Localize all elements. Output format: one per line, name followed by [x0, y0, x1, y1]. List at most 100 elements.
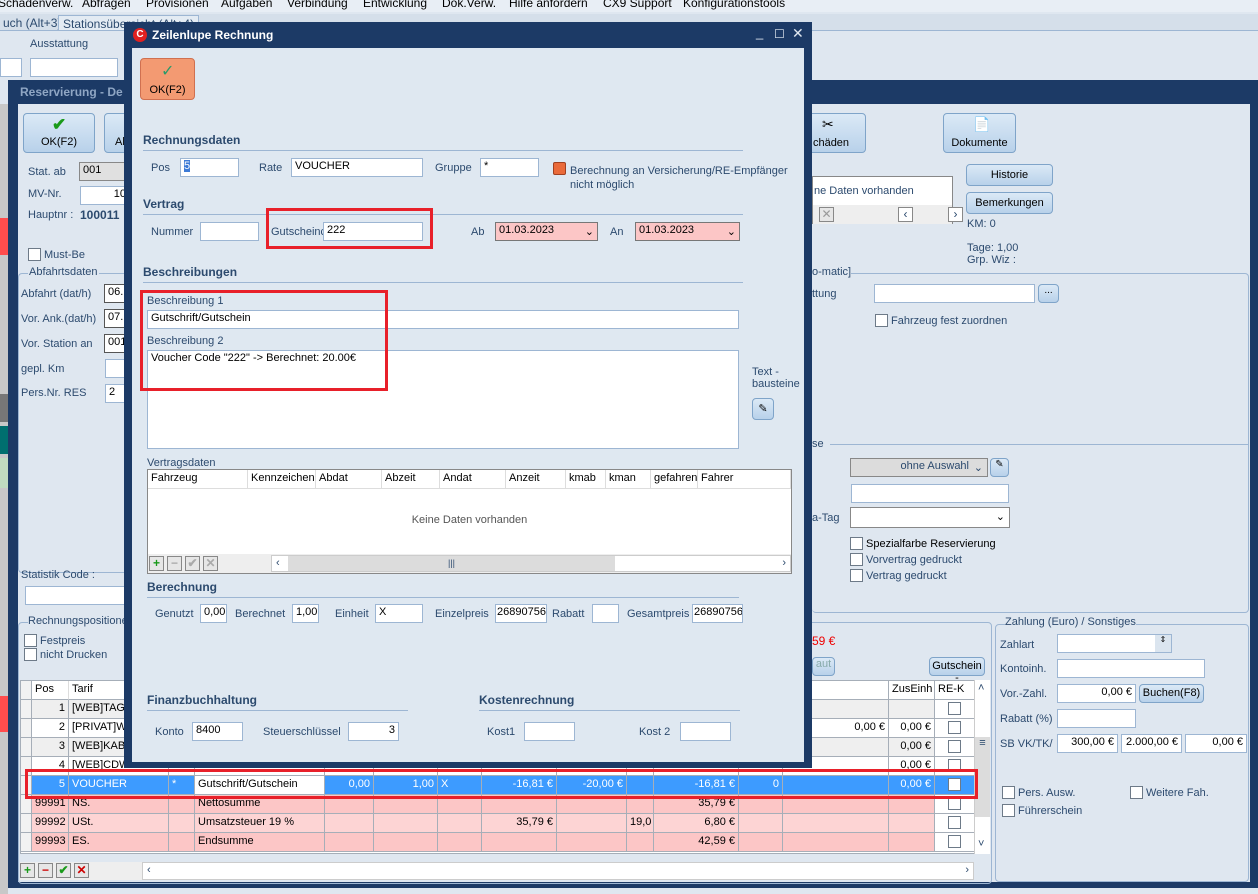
menu-item[interactable]: Konfigurationstools [683, 0, 786, 10]
gruppe-input[interactable]: * [480, 158, 539, 177]
einzelpreis-input[interactable]: 26890756 [495, 604, 547, 623]
nicht-drucken-checkbox[interactable] [24, 648, 37, 661]
rabatt-input[interactable] [1057, 709, 1136, 728]
berechnet-input[interactable]: 1,00 [292, 604, 319, 623]
historie-button[interactable]: Historie [966, 164, 1053, 186]
re-k-checkbox[interactable] [935, 814, 975, 833]
sb-tk-input[interactable]: 2.000,00 € [1121, 734, 1182, 753]
remove-icon[interactable]: − [38, 863, 53, 878]
re-k-checkbox[interactable] [935, 833, 975, 852]
grid-vertical-scrollbar[interactable]: ˄ ≡ ˅ [974, 680, 990, 854]
beschreibung2-textarea[interactable]: Voucher Code "222" -> Berechnet: 20.00€ [147, 350, 739, 449]
column-header[interactable]: kman [606, 470, 651, 489]
browse-button[interactable]: ... [1038, 284, 1059, 303]
close-icon[interactable]: ✕ [792, 25, 804, 41]
column-header[interactable]: Fahrzeug [148, 470, 248, 489]
gutschein-button[interactable]: Gutschein - [929, 657, 985, 684]
sb-3-input[interactable]: 0,00 € [1185, 734, 1247, 753]
scroll-left-button[interactable]: ‹ [898, 207, 913, 222]
column-header[interactable]: kmab [566, 470, 606, 489]
confirm-icon[interactable]: ✔ [185, 556, 200, 571]
steuerschluessel-input[interactable]: 3 [348, 722, 399, 741]
menu-item[interactable]: Aufgaben [221, 0, 273, 10]
einheit-input[interactable]: X [375, 604, 423, 623]
chevron-down-icon[interactable]: ˅ [978, 838, 985, 850]
vorvertrag-checkbox[interactable] [850, 553, 863, 566]
re-k-checkbox[interactable]: RE-K [935, 681, 975, 700]
extra-input[interactable] [851, 484, 1009, 503]
festpreis-checkbox[interactable] [24, 634, 37, 647]
menu-item[interactable]: Hilfe anfordern [509, 0, 588, 10]
table-row[interactable]: 99991 NS. Nettosumme 35,79 € [21, 795, 975, 814]
re-k-checkbox[interactable] [935, 776, 975, 795]
menu-item[interactable]: Abfragen [82, 0, 131, 10]
menu-item[interactable]: Entwicklung [363, 0, 428, 10]
column-header[interactable]: ZusEinh [889, 681, 935, 700]
aut-button[interactable]: aut [812, 657, 835, 676]
column-header[interactable]: Andat [440, 470, 506, 489]
mv-nr-input[interactable]: 10 [80, 186, 130, 205]
vorzahl-input[interactable]: 0,00 € [1057, 684, 1136, 703]
remove-icon[interactable]: − [167, 556, 182, 571]
vor-ank-input[interactable]: 07. [104, 309, 126, 328]
rate-input[interactable]: VOUCHER [291, 158, 423, 177]
vor-station-input[interactable]: 001 [104, 334, 126, 353]
tab-buchen[interactable]: uch (Alt+3) [0, 15, 66, 31]
column-header[interactable]: Pos [32, 681, 69, 700]
column-header[interactable]: Abzeit [382, 470, 440, 489]
table-row[interactable]: 99992 USt. Umsatzsteuer 19 % 35,79 € 19,0 6,8… [21, 814, 975, 833]
weitere-checkbox[interactable] [1130, 786, 1143, 799]
cancel-icon[interactable]: ✕ [74, 863, 89, 878]
berechnung-checkbox[interactable] [553, 162, 566, 175]
spinner[interactable] [0, 58, 22, 77]
add-icon[interactable]: + [20, 863, 35, 878]
a-tag-select[interactable]: ⌄ [850, 507, 1010, 528]
kost1-input[interactable] [524, 722, 575, 741]
dialog-ok-button[interactable]: ✓ OK(F2) [140, 58, 195, 100]
must-be-checkbox[interactable] [28, 248, 41, 261]
res-ok-button[interactable]: ✔ OK(F2) [23, 113, 95, 153]
confirm-icon[interactable]: ✔ [56, 863, 71, 878]
color-picker-icon[interactable]: ✎ [990, 458, 1009, 477]
scroll-thumb[interactable]: ≡ [975, 737, 990, 817]
an-date-picker[interactable]: 01.03.2023 ⌄ [635, 222, 740, 241]
dokumente-button[interactable]: 📄 Dokumente [943, 113, 1016, 153]
textbausteine-icon[interactable]: ✎ [752, 398, 774, 420]
fahrzeug-fest-checkbox[interactable] [875, 314, 888, 327]
abfahrt-input[interactable]: 06. [104, 284, 126, 303]
beschreibung1-input[interactable]: Gutschrift/Gutschein [147, 310, 739, 329]
ab-date-picker[interactable]: 01.03.2023 ⌄ [495, 222, 598, 241]
stat-ab-input[interactable]: 001 [79, 162, 129, 181]
statistik-input[interactable] [25, 586, 130, 605]
kost2-input[interactable] [680, 722, 731, 741]
column-header[interactable]: Kennzeichen [248, 470, 316, 489]
ohne-auswahl-select[interactable]: ohne Auswahl ⌄ [850, 458, 988, 477]
table-row[interactable]: 5 VOUCHER * Gutschrift/Gutschein 0,00 1,00 X -1… [21, 776, 975, 795]
column-header[interactable]: Anzeit [506, 470, 566, 489]
bemerkungen-button[interactable]: Bemerkungen [966, 192, 1053, 214]
gutschein-input[interactable]: 222 [323, 222, 423, 241]
nummer-input[interactable] [200, 222, 259, 241]
fuehrerschein-checkbox[interactable] [1002, 804, 1015, 817]
delete-icon[interactable]: ✕ [819, 207, 834, 222]
column-header[interactable]: Abdat [316, 470, 382, 489]
minimize-icon[interactable]: _ [756, 25, 764, 40]
buchen-button[interactable]: Buchen(F8) [1139, 684, 1204, 703]
chevron-up-icon[interactable]: ˄ [978, 682, 985, 694]
kontoinh-input[interactable] [1057, 659, 1205, 678]
column-header[interactable]: Fahrer [698, 470, 791, 489]
rabatt-input[interactable] [592, 604, 619, 623]
menu-item[interactable]: Provisionen [146, 0, 209, 10]
genutzt-input[interactable]: 0,00 [200, 604, 227, 623]
menu-item[interactable]: Verbindung [287, 0, 348, 10]
menu-item[interactable]: Schadenverw. [0, 0, 74, 10]
menu-item[interactable]: CX9 Support [603, 0, 672, 10]
menu-item[interactable]: Dok.Verw. [442, 0, 497, 10]
add-icon[interactable]: + [149, 556, 164, 571]
re-k-checkbox[interactable] [935, 738, 975, 757]
sb-vk-input[interactable]: 300,00 € [1057, 734, 1118, 753]
gesamtpreis-input[interactable]: 26890756 [692, 604, 743, 623]
pos-input[interactable]: 5 [180, 158, 239, 177]
vertrag-checkbox[interactable] [850, 569, 863, 582]
re-k-checkbox[interactable] [935, 719, 975, 738]
